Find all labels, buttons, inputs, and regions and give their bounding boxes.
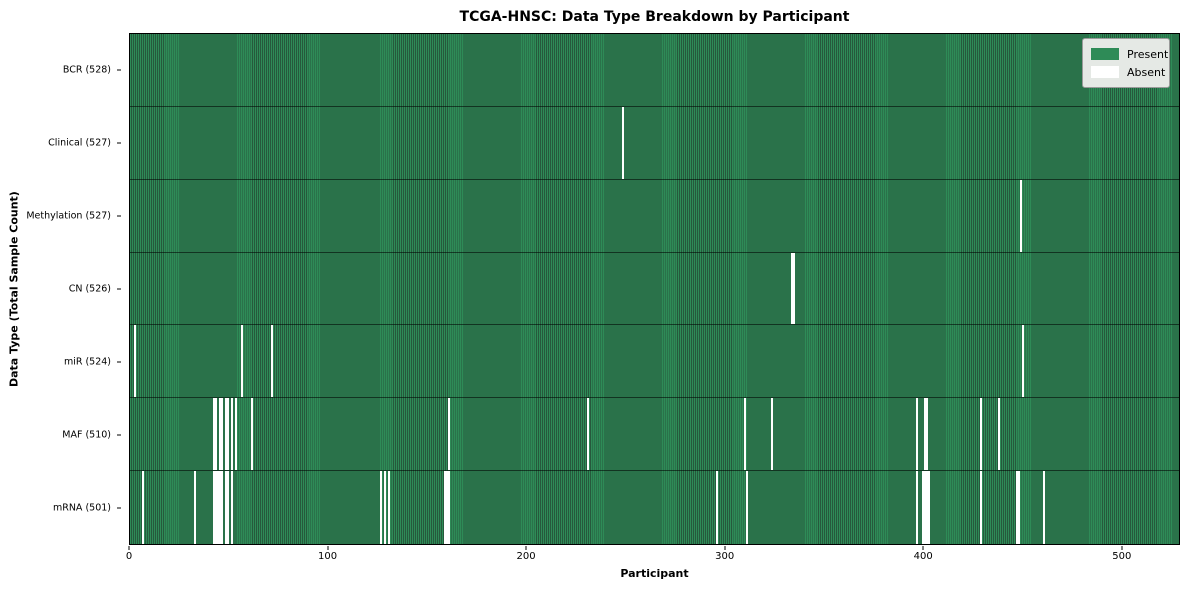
- absent-stripe: [227, 398, 230, 471]
- absent-stripe: [924, 471, 927, 544]
- y-tick-mark: [117, 288, 121, 290]
- y-tick-mark: [117, 215, 121, 217]
- x-tick-mark: [922, 546, 924, 550]
- row-MAF: [130, 398, 1179, 472]
- absent-stripe: [771, 398, 774, 471]
- y-tick-label-Methylation: Methylation (527): [26, 210, 111, 222]
- y-tick-label-CN: CN (526): [68, 283, 111, 295]
- absent-stripe: [241, 325, 244, 398]
- absent-stripe: [270, 325, 273, 398]
- row-mRNA: [130, 471, 1179, 544]
- y-tick-mark: [117, 142, 121, 144]
- absent-stripe: [743, 398, 746, 471]
- absent-stripe: [926, 398, 929, 471]
- legend-swatch-absent-icon: [1091, 66, 1119, 78]
- x-tick-label-400: 400: [913, 551, 933, 562]
- x-tick-mark: [128, 546, 130, 550]
- absent-stripe: [1017, 471, 1020, 544]
- absent-stripe: [384, 471, 387, 544]
- absent-stripe: [215, 471, 218, 544]
- x-axis-title: Participant: [620, 567, 689, 580]
- absent-stripe: [141, 471, 144, 544]
- absent-stripe: [443, 471, 446, 544]
- absent-stripe: [791, 252, 794, 325]
- plot-area: [129, 33, 1180, 545]
- y-tick-label-Clinical: Clinical (527): [48, 137, 111, 149]
- absent-stripe: [447, 471, 450, 544]
- x-tick-label-0: 0: [125, 551, 133, 562]
- legend-item-present: Present: [1091, 45, 1168, 63]
- legend-label-absent: Absent: [1127, 65, 1166, 79]
- absent-stripe: [979, 471, 982, 544]
- absent-stripe: [221, 471, 224, 544]
- absent-stripe: [1019, 179, 1022, 252]
- absent-stripe: [213, 471, 216, 544]
- absent-stripe: [745, 471, 748, 544]
- absent-stripe: [133, 325, 136, 398]
- y-tick-label-MAF: MAF (510): [62, 429, 111, 441]
- y-tick-label-mRNA: mRNA (501): [52, 502, 111, 514]
- row-miR: [130, 325, 1179, 399]
- x-tick-label-300: 300: [715, 551, 735, 562]
- absent-stripe: [193, 471, 196, 544]
- absent-stripe: [1015, 471, 1018, 544]
- absent-stripe: [1021, 325, 1024, 398]
- x-tick-label-200: 200: [516, 551, 536, 562]
- y-axis-labels: BCR (528) Clinical (527) Methylation (527)…: [0, 33, 121, 545]
- y-tick-label-miR: miR (524): [63, 356, 111, 368]
- absent-stripe: [388, 471, 391, 544]
- legend: Present Absent: [1082, 38, 1170, 88]
- absent-stripe: [997, 398, 1000, 471]
- x-tick-mark: [525, 546, 527, 550]
- x-tick-label-500: 500: [1112, 551, 1132, 562]
- absent-stripe: [251, 398, 254, 471]
- absent-stripe: [219, 398, 222, 471]
- absent-stripe: [1043, 471, 1046, 544]
- absent-stripe: [922, 471, 925, 544]
- absent-stripe: [380, 471, 383, 544]
- x-tick-label-100: 100: [318, 551, 338, 562]
- absent-stripe: [924, 398, 927, 471]
- absent-stripe: [221, 398, 224, 471]
- absent-stripe: [215, 398, 218, 471]
- row-BCR: [130, 34, 1179, 107]
- absent-stripe: [928, 471, 931, 544]
- absent-stripe: [225, 398, 228, 471]
- y-tick-mark: [117, 507, 121, 509]
- absent-stripe: [715, 471, 718, 544]
- absent-stripe: [219, 471, 222, 544]
- absent-stripe: [622, 106, 625, 179]
- absent-stripe: [793, 252, 796, 325]
- absent-stripe: [586, 398, 589, 471]
- absent-stripe: [447, 398, 450, 471]
- legend-swatch-present-icon: [1091, 48, 1119, 60]
- absent-stripe: [979, 398, 982, 471]
- absent-stripe: [231, 471, 234, 544]
- x-tick-mark: [724, 546, 726, 550]
- absent-stripe: [926, 471, 929, 544]
- absent-stripe: [916, 471, 919, 544]
- legend-label-present: Present: [1127, 47, 1169, 61]
- y-tick-mark: [117, 69, 121, 71]
- legend-item-absent: Absent: [1091, 63, 1165, 81]
- row-Methylation: [130, 179, 1179, 253]
- row-Clinical: [130, 106, 1179, 180]
- x-tick-mark: [327, 546, 329, 550]
- y-tick-label-BCR: BCR (528): [62, 64, 111, 76]
- absent-stripe: [235, 398, 238, 471]
- absent-stripe: [217, 471, 220, 544]
- chart-title: TCGA-HNSC: Data Type Breakdown by Partic…: [459, 9, 850, 25]
- x-tick-mark: [1121, 546, 1123, 550]
- absent-stripe: [225, 471, 228, 544]
- absent-stripe: [227, 471, 230, 544]
- absent-stripe: [445, 471, 448, 544]
- y-tick-mark: [117, 434, 121, 436]
- x-axis-ticks: 0 100 200 300 400 500: [125, 545, 1180, 567]
- absent-stripe: [916, 398, 919, 471]
- y-tick-mark: [117, 361, 121, 363]
- row-CN: [130, 252, 1179, 326]
- absent-stripe: [213, 398, 216, 471]
- absent-stripe: [231, 398, 234, 471]
